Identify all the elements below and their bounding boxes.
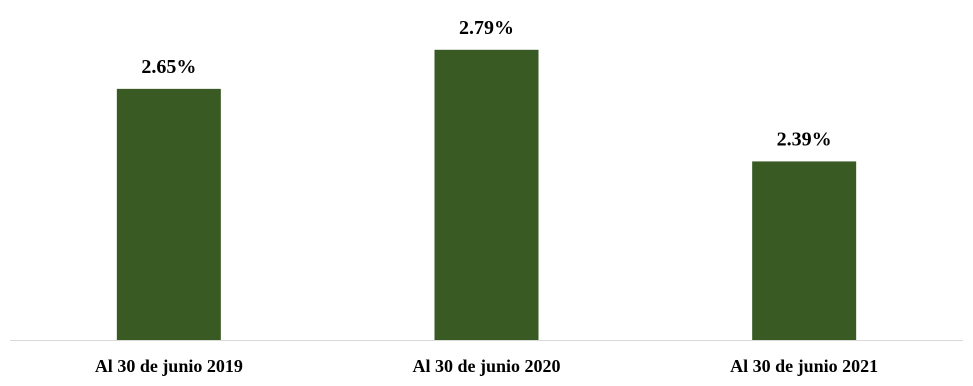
category-label-0: Al 30 de junio 2019 xyxy=(95,356,243,376)
category-label-1: Al 30 de junio 2020 xyxy=(412,356,560,376)
category-label-2: Al 30 de junio 2021 xyxy=(730,356,878,376)
data-label-1: 2.79% xyxy=(459,17,514,39)
bar-0 xyxy=(116,88,221,340)
bar-2 xyxy=(752,161,857,340)
data-label-2: 2.39% xyxy=(777,128,832,150)
data-label-0: 2.65% xyxy=(141,56,196,78)
bar-1 xyxy=(434,49,539,341)
